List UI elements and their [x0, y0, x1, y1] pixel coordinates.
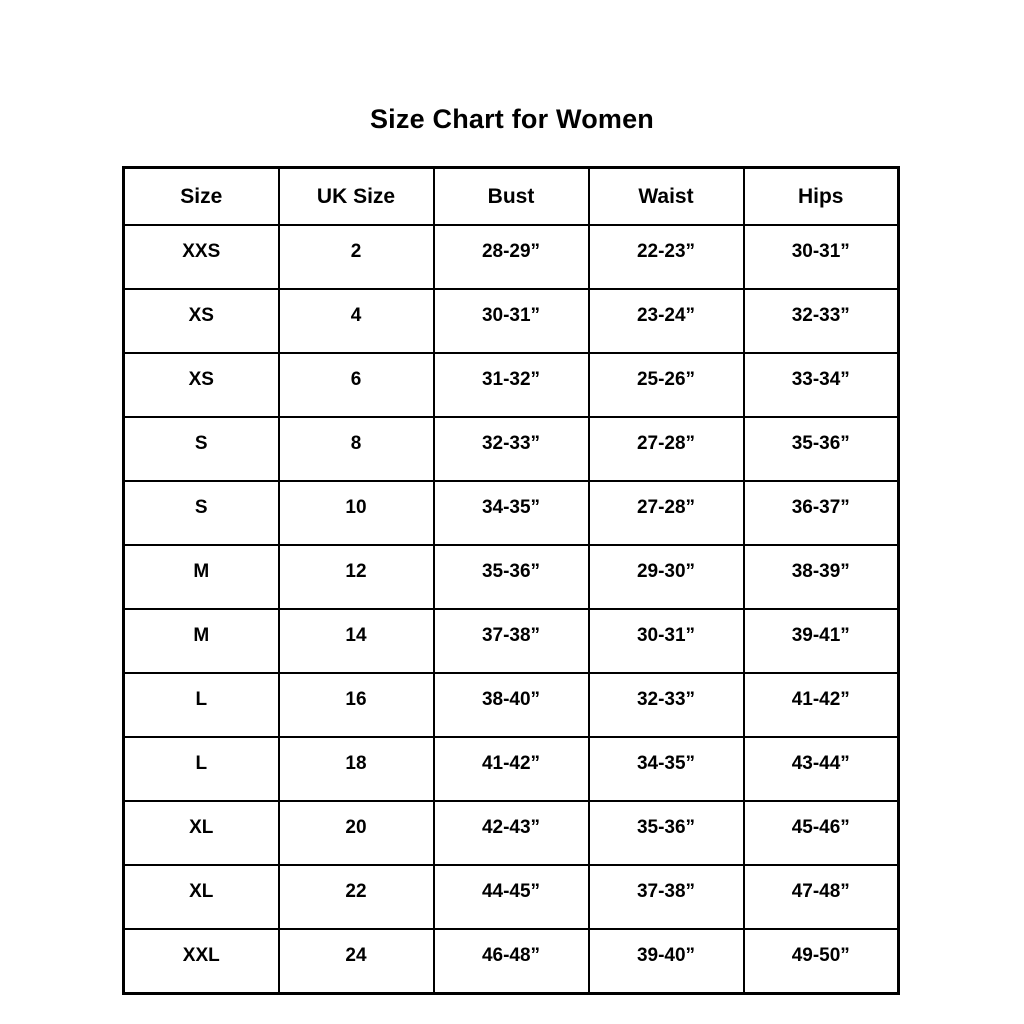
- table-cell: XS: [122, 352, 280, 418]
- table-cell: 36-37”: [742, 480, 900, 546]
- table-cell: 41-42”: [742, 672, 900, 738]
- table-cell: 6: [277, 352, 435, 418]
- table-cell: 42-43”: [432, 800, 590, 866]
- table-row: XL 22 44-45” 37-38” 47-48”: [122, 864, 900, 930]
- table-cell: L: [122, 672, 280, 738]
- table-cell: 39-40”: [587, 928, 745, 995]
- table-cell: 4: [277, 288, 435, 354]
- table-cell: 22-23”: [587, 224, 745, 290]
- table-cell: 22: [277, 864, 435, 930]
- table-header-row: Size UK Size Bust Waist Hips: [122, 166, 900, 226]
- table-cell: M: [122, 544, 280, 610]
- table-cell: 34-35”: [587, 736, 745, 802]
- table-cell: 23-24”: [587, 288, 745, 354]
- table-cell: 10: [277, 480, 435, 546]
- table-cell: 8: [277, 416, 435, 482]
- table-cell: 35-36”: [742, 416, 900, 482]
- table-cell: 43-44”: [742, 736, 900, 802]
- table-cell: 14: [277, 608, 435, 674]
- page-title: Size Chart for Women: [369, 104, 655, 134]
- table-cell: XS: [122, 288, 280, 354]
- table-body: XXS 2 28-29” 22-23” 30-31” XS 4 30-31” 23-24” 32-…: [122, 224, 900, 995]
- column-header: UK Size: [277, 166, 435, 226]
- table-cell: 49-50”: [742, 928, 900, 995]
- table-cell: 30-31”: [587, 608, 745, 674]
- table-cell: 31-32”: [432, 352, 590, 418]
- table-cell: 24: [277, 928, 435, 995]
- column-header: Bust: [432, 166, 590, 226]
- table-cell: 34-35”: [432, 480, 590, 546]
- table-row: XL 20 42-43” 35-36” 45-46”: [122, 800, 900, 866]
- column-header: Hips: [742, 166, 900, 226]
- size-chart-table: Size UK Size Bust Waist Hips XXS 2 28-29” 22-23…: [122, 166, 900, 995]
- table-cell: S: [122, 416, 280, 482]
- table-row: XS 6 31-32” 25-26” 33-34”: [122, 352, 900, 418]
- table-cell: 2: [277, 224, 435, 290]
- table-cell: 27-28”: [587, 480, 745, 546]
- table-cell: S: [122, 480, 280, 546]
- column-header: Waist: [587, 166, 745, 226]
- table-cell: 18: [277, 736, 435, 802]
- table-cell: 33-34”: [742, 352, 900, 418]
- column-header: Size: [122, 166, 280, 226]
- table-cell: 30-31”: [742, 224, 900, 290]
- table-cell: XL: [122, 864, 280, 930]
- table-cell: 32-33”: [432, 416, 590, 482]
- table-cell: 41-42”: [432, 736, 590, 802]
- table-cell: 32-33”: [742, 288, 900, 354]
- table-row: M 14 37-38” 30-31” 39-41”: [122, 608, 900, 674]
- table-header: Size UK Size Bust Waist Hips: [122, 166, 900, 226]
- table-cell: 25-26”: [587, 352, 745, 418]
- table-row: S 10 34-35” 27-28” 36-37”: [122, 480, 900, 546]
- table-row: M 12 35-36” 29-30” 38-39”: [122, 544, 900, 610]
- table-cell: 44-45”: [432, 864, 590, 930]
- table-cell: 32-33”: [587, 672, 745, 738]
- table-cell: 35-36”: [432, 544, 590, 610]
- table-cell: 12: [277, 544, 435, 610]
- table-cell: 16: [277, 672, 435, 738]
- table-cell: 30-31”: [432, 288, 590, 354]
- table-cell: 28-29”: [432, 224, 590, 290]
- table-cell: 38-40”: [432, 672, 590, 738]
- table-cell: 27-28”: [587, 416, 745, 482]
- table-cell: L: [122, 736, 280, 802]
- table-row: L 16 38-40” 32-33” 41-42”: [122, 672, 900, 738]
- table-cell: 37-38”: [432, 608, 590, 674]
- table-row: S 8 32-33” 27-28” 35-36”: [122, 416, 900, 482]
- table-row: L 18 41-42” 34-35” 43-44”: [122, 736, 900, 802]
- table-row: XXL 24 46-48” 39-40” 49-50”: [122, 928, 900, 995]
- table-cell: 39-41”: [742, 608, 900, 674]
- table-cell: 47-48”: [742, 864, 900, 930]
- table-cell: M: [122, 608, 280, 674]
- table-cell: 20: [277, 800, 435, 866]
- table-cell: 45-46”: [742, 800, 900, 866]
- table-row: XS 4 30-31” 23-24” 32-33”: [122, 288, 900, 354]
- table-cell: 46-48”: [432, 928, 590, 995]
- table-cell: 38-39”: [742, 544, 900, 610]
- table-cell: XXS: [122, 224, 280, 290]
- table-cell: XXL: [122, 928, 280, 995]
- table-cell: XL: [122, 800, 280, 866]
- table-row: XXS 2 28-29” 22-23” 30-31”: [122, 224, 900, 290]
- table-cell: 29-30”: [587, 544, 745, 610]
- table-cell: 35-36”: [587, 800, 745, 866]
- table-cell: 37-38”: [587, 864, 745, 930]
